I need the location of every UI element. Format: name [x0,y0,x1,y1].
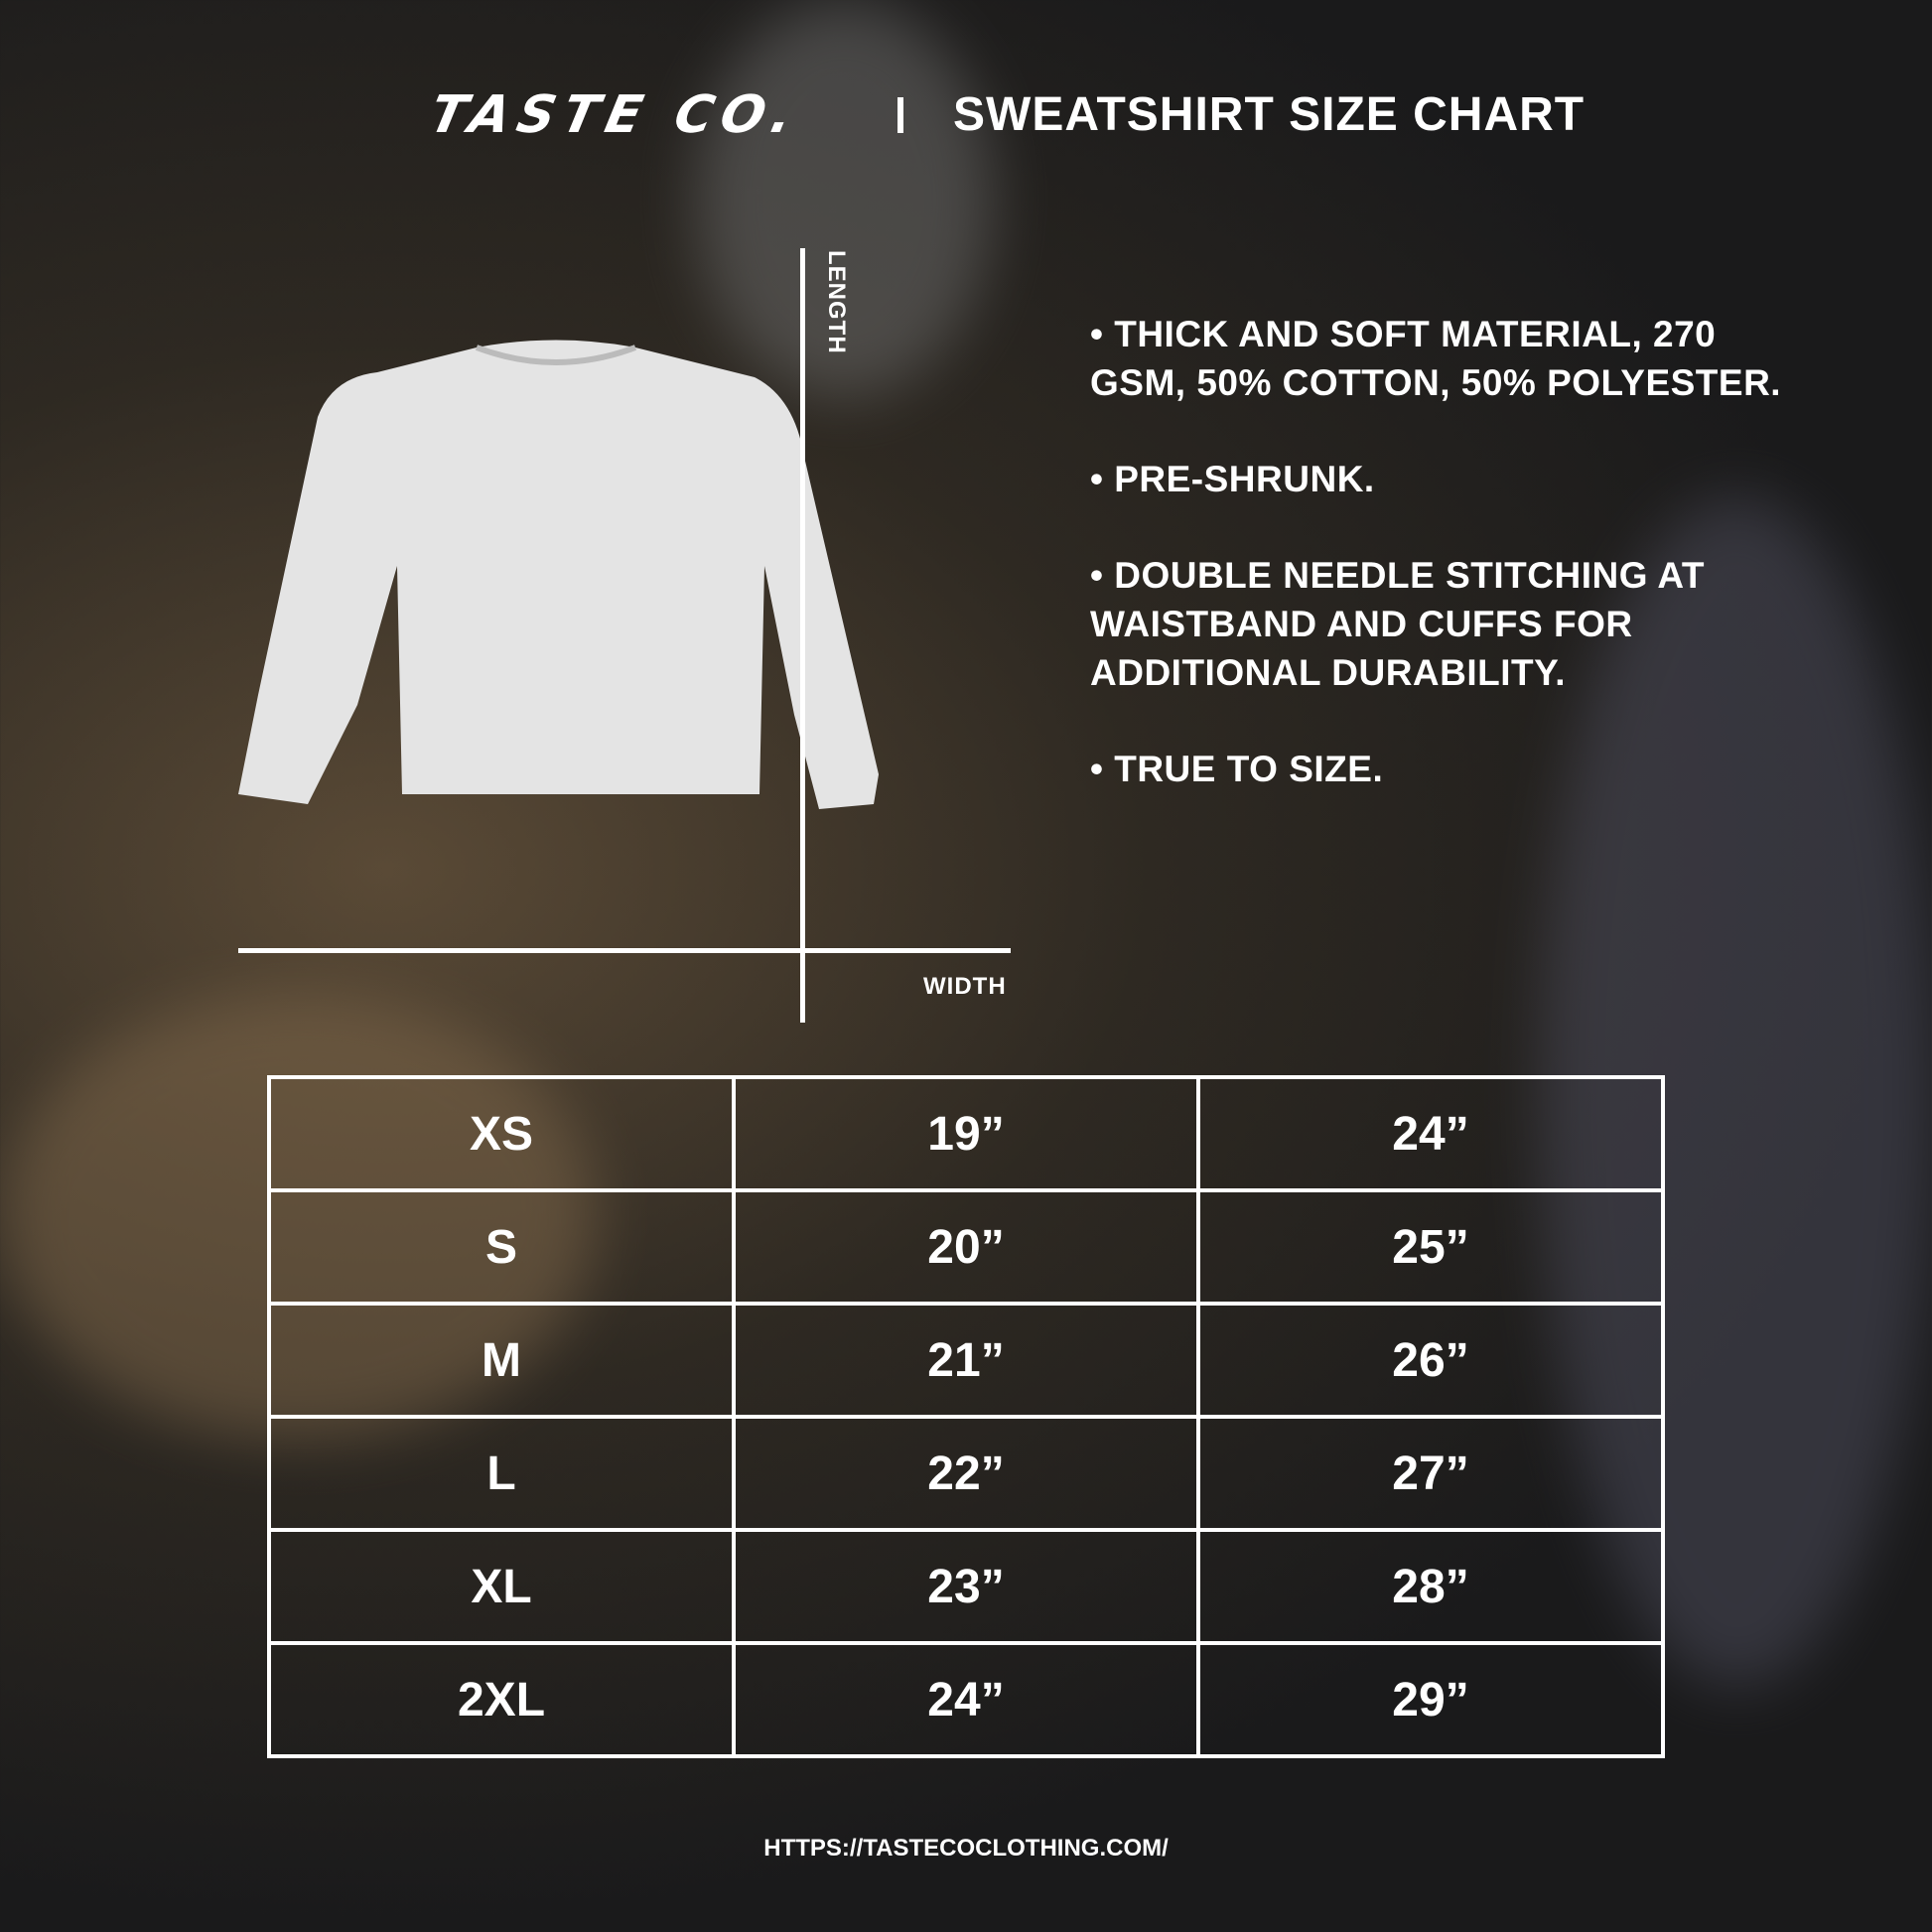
table-row: XL 23” 28” [267,1528,1665,1645]
size-cell: 2XL [267,1641,736,1758]
size-cell: S [267,1188,736,1306]
width-cell: 23” [732,1528,1200,1645]
width-cell: 21” [732,1302,1200,1419]
length-cell: 28” [1196,1528,1665,1645]
website-url: HTTPS://TASTECOCLOTHING.COM/ [763,1835,1169,1862]
width-cell: 20” [732,1188,1200,1306]
width-cell: 24” [732,1641,1200,1758]
feature-item: • DOUBLE NEEDLE STITCHING AT WAISTBAND A… [1090,555,1705,693]
table-row: 2XL 24” 29” [267,1641,1665,1758]
width-cell: 22” [732,1415,1200,1532]
length-measure-line [800,248,805,1023]
header-separator [897,97,903,133]
sweatshirt-image [238,340,879,809]
table-row: M 21” 26” [267,1302,1665,1419]
width-measure-line [238,948,1011,953]
brand-logo: TASTE CO. [424,85,806,145]
length-cell: 25” [1196,1188,1665,1306]
length-cell: 24” [1196,1075,1665,1192]
size-cell: XS [267,1075,736,1192]
feature-item: • PRE-SHRUNK. [1090,459,1375,499]
size-table: XS 19” 24” S 20” 25” M 21” 26” L 22” 27” XL 23” 28” 2XL… [267,1075,1665,1758]
size-cell: L [267,1415,736,1532]
length-label: LENGTH [823,250,850,354]
table-row: XS 19” 24” [267,1075,1665,1192]
header: TASTE CO. SWEATSHIRT SIZE CHART [0,81,1932,151]
length-cell: 29” [1196,1641,1665,1758]
table-row: S 20” 25” [267,1188,1665,1306]
size-cell: XL [267,1528,736,1645]
length-cell: 27” [1196,1415,1665,1532]
width-cell: 19” [732,1075,1200,1192]
table-row: L 22” 27” [267,1415,1665,1532]
feature-list: • THICK AND SOFT MATERIAL, 270 GSM, 50% … [1090,310,1785,841]
width-label: WIDTH [923,973,1007,1000]
length-cell: 26” [1196,1302,1665,1419]
page-title: SWEATSHIRT SIZE CHART [953,88,1586,141]
feature-item: • TRUE TO SIZE. [1090,749,1384,789]
background-decoration [695,0,993,397]
feature-item: • THICK AND SOFT MATERIAL, 270 GSM, 50% … [1090,314,1782,403]
size-cell: M [267,1302,736,1419]
